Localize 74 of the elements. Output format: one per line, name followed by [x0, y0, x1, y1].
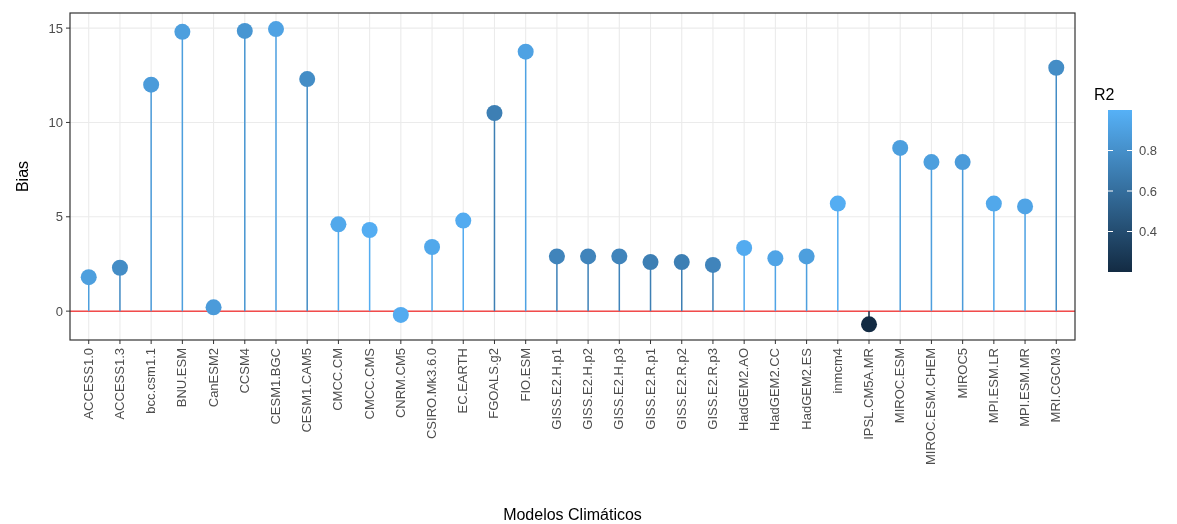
x-tick-label: IPSL.CM5A.MR — [861, 348, 877, 440]
x-tick-label: CMCC.CMS — [361, 347, 377, 420]
point — [236, 22, 253, 39]
x-tick-label: bcc.csm1.1 — [143, 348, 159, 414]
x-tick-label: MIROC.ESM — [892, 348, 908, 424]
y-tick-label: 5 — [55, 209, 63, 225]
x-tick-label: MPI.ESM.LR — [985, 348, 1001, 424]
x-tick-label: GISS.E2.H.p1 — [548, 348, 564, 430]
x-tick-label: CMCC.CM — [330, 348, 346, 411]
x-tick-label: MRI.CGCM3 — [1048, 348, 1064, 423]
point — [1048, 59, 1065, 76]
point — [517, 43, 534, 60]
point — [299, 71, 316, 88]
x-tick-label: BNU.ESM — [174, 348, 190, 408]
x-axis-title: Modelos Climáticos — [503, 506, 642, 523]
point — [611, 248, 628, 265]
point — [923, 154, 940, 171]
point — [892, 139, 909, 156]
point — [80, 269, 97, 286]
point — [424, 238, 441, 255]
point — [455, 212, 472, 229]
point — [486, 105, 503, 122]
x-tick-label: FIO.ESM — [517, 348, 533, 402]
point — [392, 306, 409, 323]
color-bar-label: 0.4 — [1139, 224, 1158, 240]
x-tick-label: HadGEM2.ES — [798, 347, 814, 430]
x-tick-label: FGOALS.g2 — [486, 348, 502, 419]
x-tick-label: GISS.E2.R.p2 — [673, 348, 689, 430]
x-tick-label: HadGEM2.CC — [767, 348, 783, 432]
point — [361, 221, 378, 238]
x-tick-label: CanESM2 — [205, 348, 221, 408]
x-tick-label: GISS.E2.H.p3 — [611, 348, 627, 430]
color-bar-label: 0.6 — [1139, 183, 1158, 199]
color-bar-label: 0.8 — [1139, 143, 1158, 159]
x-tick-label: EC.EARTH — [455, 348, 471, 414]
x-tick-label: CESM1.CAM5 — [299, 348, 315, 433]
point — [861, 316, 878, 333]
x-tick-label: ACCESS1.0 — [80, 348, 96, 420]
y-tick-label: 0 — [55, 303, 63, 319]
x-tick-label: CNRM.CM5 — [392, 348, 408, 419]
color-bar-title: R2 — [1094, 86, 1115, 103]
x-tick-label: GISS.E2.R.p3 — [704, 348, 720, 430]
point — [174, 23, 191, 40]
x-tick-label: MIROC5 — [954, 348, 970, 399]
point — [673, 254, 690, 271]
x-tick-label: MIROC.ESM.CHEM — [923, 348, 939, 465]
x-tick-label: CCSM4 — [236, 348, 252, 394]
point — [267, 21, 284, 38]
x-tick-label: CESM1.BGC — [267, 348, 283, 425]
point — [642, 254, 659, 271]
y-tick-label: 15 — [48, 20, 63, 36]
point — [829, 195, 846, 212]
y-axis-title: Bias — [14, 160, 31, 193]
point — [205, 299, 222, 316]
y-tick-label: 10 — [48, 114, 63, 130]
x-tick-label: ACCESS1.3 — [111, 348, 127, 420]
point — [798, 248, 815, 265]
x-tick-label: CSIRO.Mk3.6.0 — [424, 348, 440, 440]
point — [767, 250, 784, 267]
point — [548, 248, 565, 265]
x-tick-label: inmcm4 — [829, 348, 845, 394]
point — [330, 216, 347, 233]
point — [580, 248, 597, 265]
point — [143, 76, 160, 93]
x-tick-label: GISS.E2.H.p2 — [580, 348, 596, 430]
point — [704, 256, 721, 273]
x-tick-label: GISS.E2.R.p1 — [642, 348, 658, 430]
point — [736, 239, 753, 256]
point — [1017, 198, 1034, 215]
point — [954, 154, 971, 171]
point — [985, 195, 1002, 212]
x-tick-label: MPI.ESM.MR — [1017, 348, 1033, 427]
point — [111, 259, 128, 276]
x-tick-label: HadGEM2.AO — [736, 348, 752, 432]
